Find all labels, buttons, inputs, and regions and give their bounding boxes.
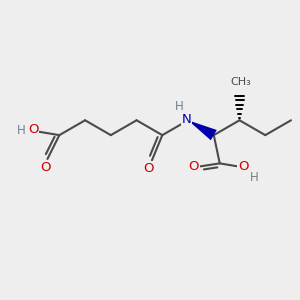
Text: O: O	[41, 161, 51, 174]
Text: O: O	[144, 162, 154, 175]
Text: O: O	[238, 160, 249, 173]
Text: CH₃: CH₃	[231, 77, 251, 87]
Text: O: O	[28, 123, 38, 136]
Text: H: H	[17, 124, 26, 137]
Text: H: H	[250, 171, 258, 184]
Text: O: O	[189, 160, 199, 173]
Polygon shape	[188, 120, 217, 140]
Text: N: N	[182, 113, 191, 126]
Text: H: H	[176, 100, 184, 113]
